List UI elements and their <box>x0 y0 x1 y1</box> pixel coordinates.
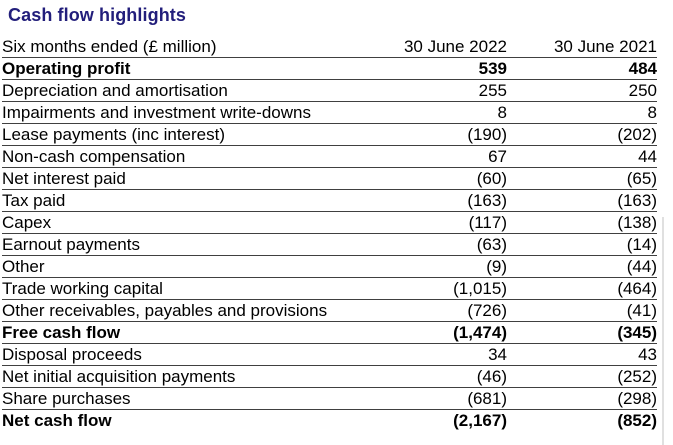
row-label: Earnout payments <box>2 233 357 256</box>
value-2022: (63) <box>357 233 507 256</box>
value-2022: 255 <box>357 79 507 102</box>
row-label: Other receivables, payables and provisio… <box>2 299 357 322</box>
value-2021: (852) <box>617 411 657 430</box>
value-2021: 250 <box>507 79 657 102</box>
row-label: Other <box>2 255 357 278</box>
table-row: Other (9) (44) <box>2 255 657 278</box>
value-2022: 8 <box>357 101 507 124</box>
row-label: Impairments and investment write-downs <box>2 101 357 124</box>
row-label: Disposal proceeds <box>2 343 357 366</box>
table-row: Earnout payments (63) (14) <box>2 233 657 256</box>
value-2021: (44) <box>507 255 657 278</box>
table-row: Non-cash compensation 67 44 <box>2 145 657 168</box>
table-header-row: Six months ended (£ million) 30 June 202… <box>2 36 657 58</box>
row-label: Non-cash compensation <box>2 145 357 168</box>
row-label: Lease payments (inc interest) <box>2 123 357 146</box>
table-row: Operating profit 539 484 <box>2 57 657 80</box>
row-label: Net cash flow <box>2 411 112 430</box>
header-col-2022: 30 June 2022 <box>357 36 507 58</box>
row-label: Depreciation and amortisation <box>2 79 357 102</box>
table-row: Net interest paid (60) (65) <box>2 167 657 190</box>
value-2022: (46) <box>357 365 507 388</box>
value-2022: (117) <box>357 211 507 234</box>
value-2022: (9) <box>357 255 507 278</box>
page-title: Cash flow highlights <box>8 5 186 25</box>
table-row: Other receivables, payables and provisio… <box>2 299 657 322</box>
row-label: Capex <box>2 211 357 234</box>
table-row: Trade working capital (1,015) (464) <box>2 277 657 300</box>
value-2021: (252) <box>507 365 657 388</box>
value-2022: (2,167) <box>453 411 507 430</box>
table-row: Lease payments (inc interest) (190) (202) <box>2 123 657 146</box>
row-label: Net interest paid <box>2 167 357 190</box>
value-2022: (726) <box>357 299 507 322</box>
table-row: Capex (117) (138) <box>2 211 657 234</box>
row-label: Operating profit <box>2 57 357 80</box>
value-2021: (464) <box>507 277 657 300</box>
row-label: Net initial acquisition payments <box>2 365 357 388</box>
row-label: Share purchases <box>2 387 357 410</box>
value-2021: (163) <box>507 189 657 212</box>
value-2021: (65) <box>507 167 657 190</box>
row-label: Trade working capital <box>2 277 357 300</box>
table-row: Disposal proceeds 34 43 <box>2 343 657 366</box>
value-2022: (1,015) <box>357 277 507 300</box>
value-2021: (41) <box>507 299 657 322</box>
value-2022: (163) <box>357 189 507 212</box>
table-row: Share purchases (681) (298) <box>2 387 657 410</box>
table-row: Net initial acquisition payments (46) (252… <box>2 365 657 388</box>
row-label: Free cash flow <box>2 321 357 344</box>
value-2022: 67 <box>357 145 507 168</box>
cash-flow-table: Six months ended (£ million) 30 June 202… <box>2 36 657 431</box>
value-2021: 44 <box>507 145 657 168</box>
value-2021: 484 <box>507 57 657 80</box>
table-row: Free cash flow (1,474) (345) <box>2 321 657 344</box>
value-2021: (202) <box>507 123 657 146</box>
value-2021: 43 <box>507 343 657 366</box>
value-2021: (14) <box>507 233 657 256</box>
table-row: Depreciation and amortisation 255 250 <box>2 79 657 102</box>
value-2022: (190) <box>357 123 507 146</box>
value-2022: 539 <box>357 57 507 80</box>
value-2022: (60) <box>357 167 507 190</box>
value-2021: (345) <box>507 321 657 344</box>
header-col-2021: 30 June 2021 <box>507 36 657 58</box>
row-label: Tax paid <box>2 189 357 212</box>
header-period-label: Six months ended (£ million) <box>2 36 357 58</box>
value-2022: 34 <box>357 343 507 366</box>
table-row: Net cash flow (2,167) (852) <box>2 410 657 432</box>
table-row: Tax paid (163) (163) <box>2 189 657 212</box>
table-row: Impairments and investment write-downs 8 8 <box>2 101 657 124</box>
value-2021: 8 <box>507 101 657 124</box>
value-2021: (298) <box>507 387 657 410</box>
value-2022: (1,474) <box>357 321 507 344</box>
page-edge-line <box>662 217 664 445</box>
value-2022: (681) <box>357 387 507 410</box>
value-2021: (138) <box>507 211 657 234</box>
